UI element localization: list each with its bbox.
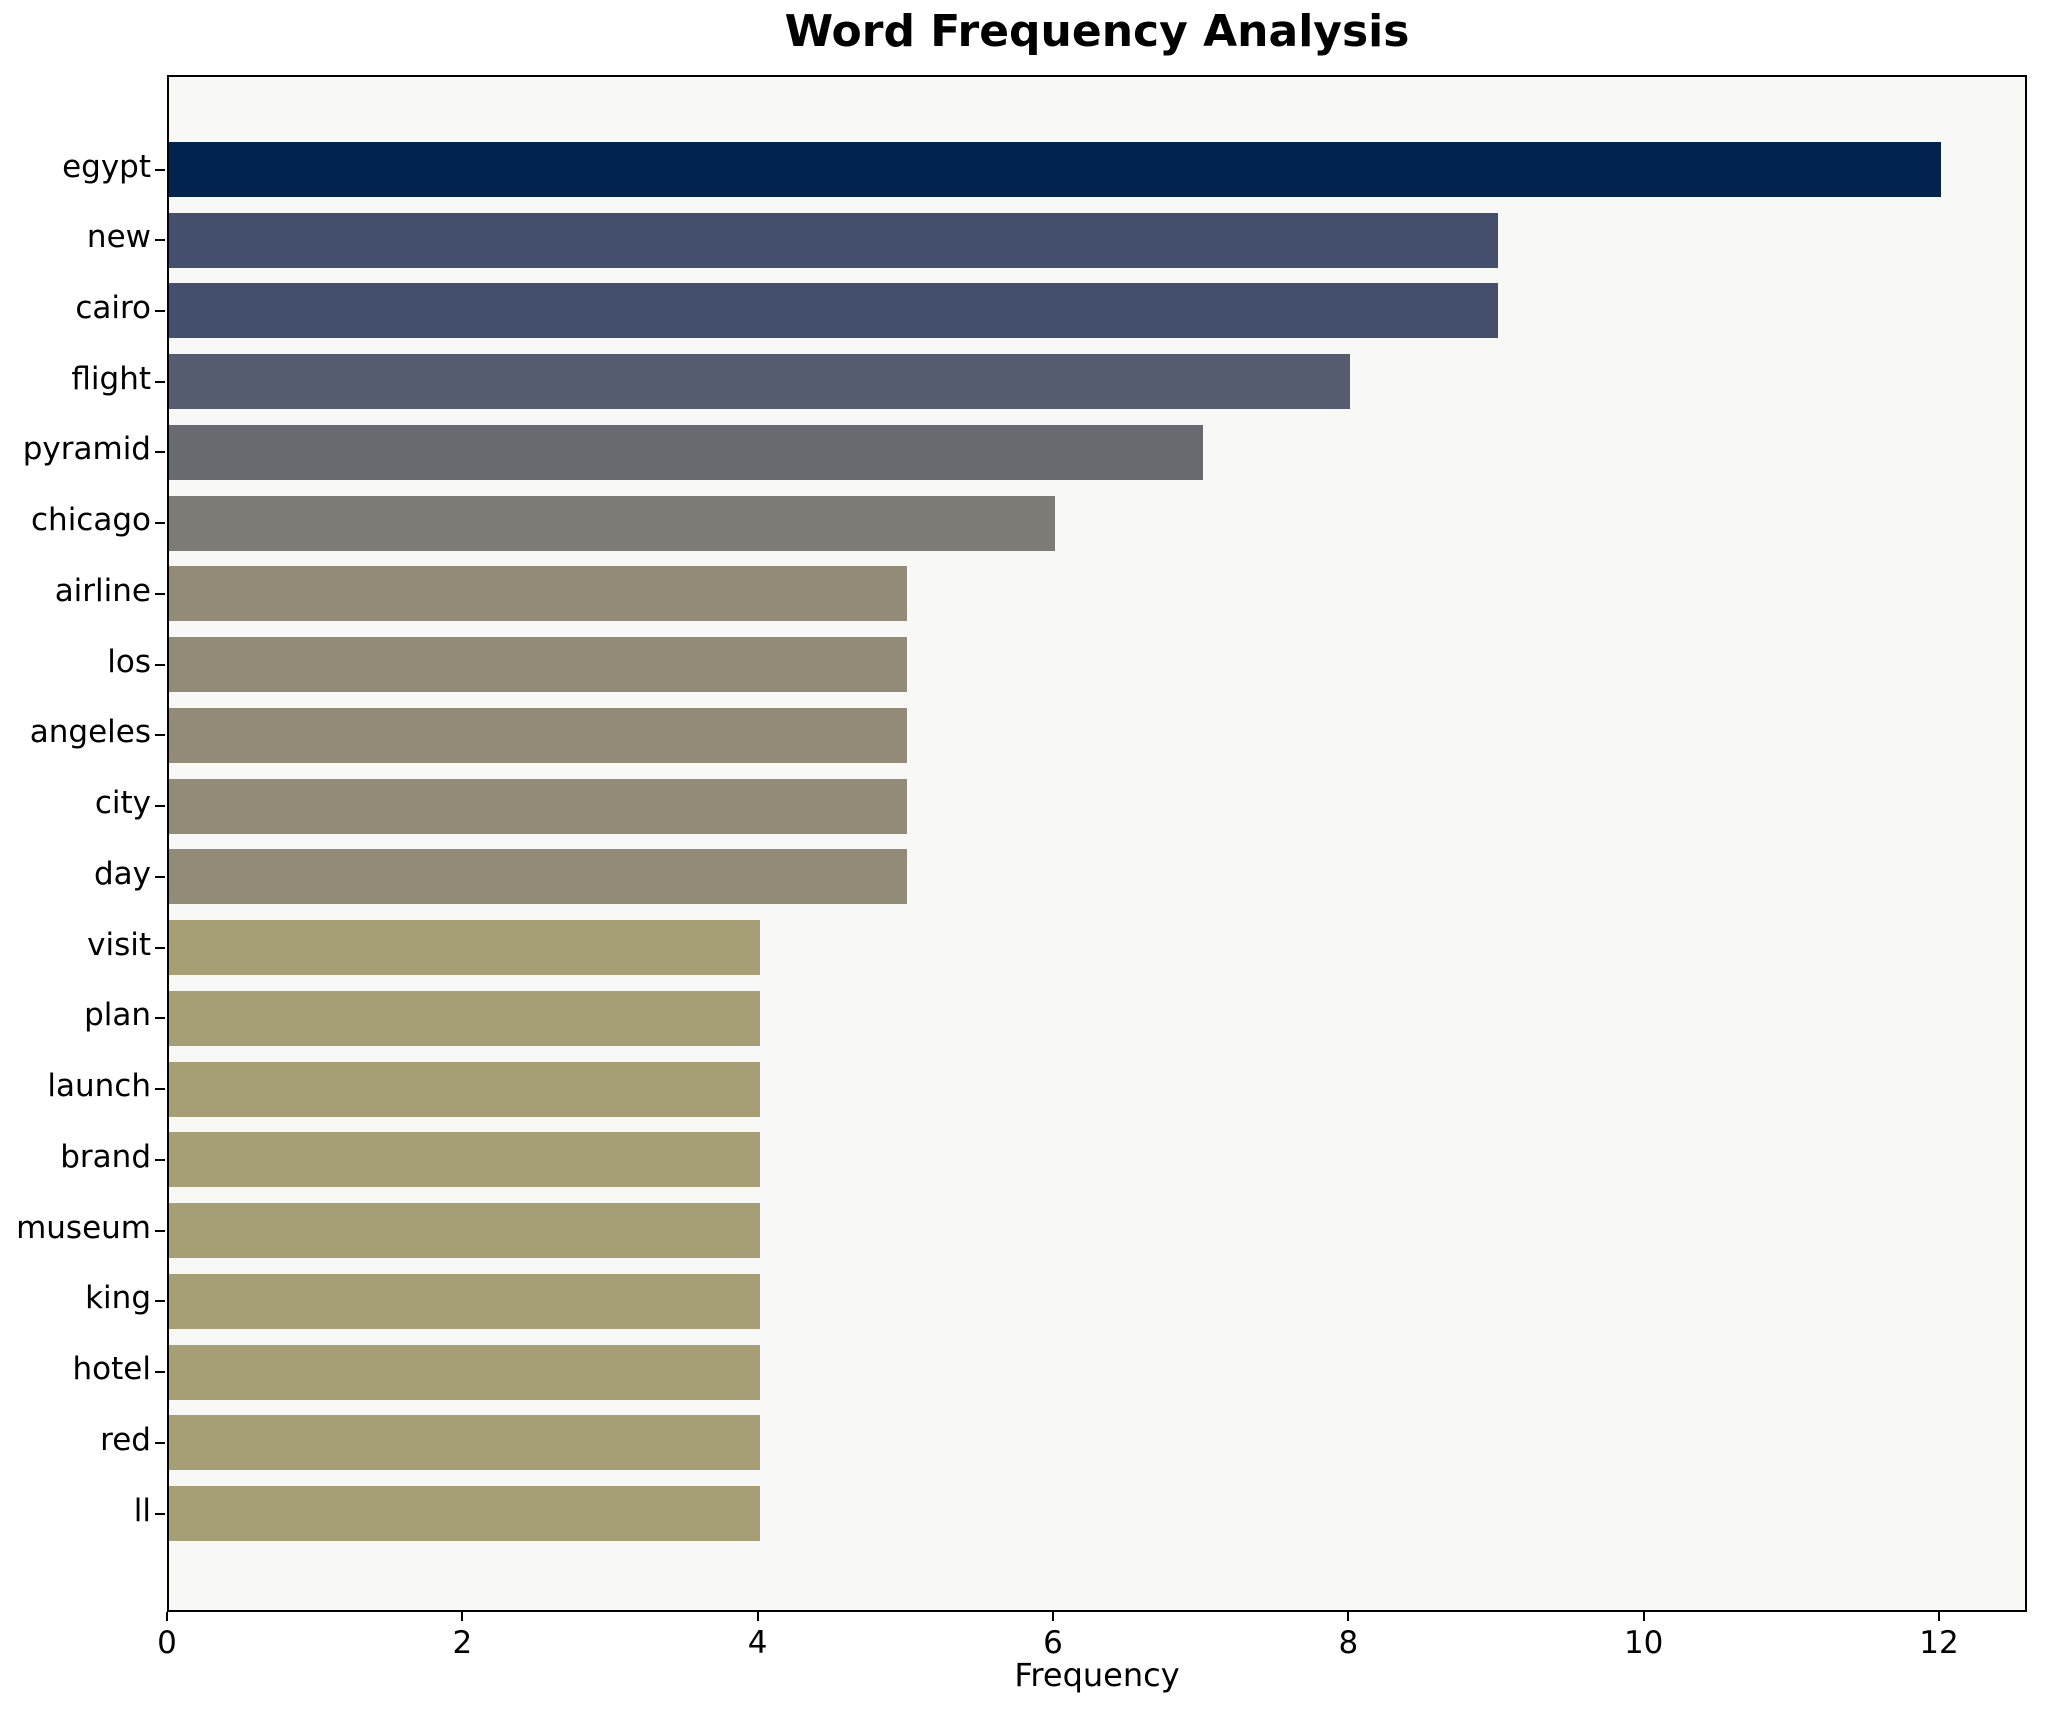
y-tick-label: plan <box>84 997 151 1034</box>
y-tick-mark <box>155 592 165 595</box>
x-tick-mark <box>1938 1612 1941 1621</box>
y-tick-label: cairo <box>75 289 151 326</box>
y-tick-mark <box>155 1088 165 1091</box>
bar-los <box>169 637 907 693</box>
y-tick-mark <box>155 168 165 171</box>
plot-area <box>167 75 2027 1612</box>
y-tick-mark <box>155 1512 165 1515</box>
bar-flight <box>169 354 1350 410</box>
y-tick-mark <box>155 663 165 666</box>
y-tick-label: red <box>100 1421 151 1458</box>
y-tick-mark <box>155 734 165 737</box>
bar-chicago <box>169 495 1055 551</box>
x-tick-mark <box>461 1612 464 1621</box>
bar-egypt <box>169 142 1941 197</box>
y-tick-label: airline <box>54 572 151 609</box>
y-tick-label: flight <box>71 360 151 397</box>
y-tick-label: brand <box>60 1138 151 1175</box>
y-tick-mark <box>155 1371 165 1374</box>
y-tick-mark <box>155 309 165 312</box>
bar-cairo <box>169 283 1498 339</box>
x-axis-title: Frequency <box>1014 1656 1180 1694</box>
x-tick-label: 12 <box>1919 1625 1959 1661</box>
x-tick-mark <box>1052 1612 1055 1621</box>
bar-city <box>169 778 907 834</box>
x-tick-label: 6 <box>1043 1625 1063 1661</box>
x-tick-mark <box>1642 1612 1645 1621</box>
y-tick-mark <box>155 805 165 808</box>
bar-pyramid <box>169 424 1203 480</box>
bar-brand <box>169 1132 760 1188</box>
y-tick-mark <box>155 875 165 878</box>
y-tick-label: hotel <box>72 1351 151 1388</box>
y-tick-label: angeles <box>29 714 151 751</box>
x-tick-label: 0 <box>157 1625 177 1661</box>
x-tick-mark <box>1347 1612 1350 1621</box>
y-tick-mark <box>155 380 165 383</box>
y-tick-label: chicago <box>31 502 151 539</box>
y-tick-mark <box>155 1441 165 1444</box>
bar-new <box>169 212 1498 268</box>
y-tick-mark <box>155 239 165 242</box>
bar-day <box>169 849 907 905</box>
bar-ll <box>169 1486 760 1542</box>
y-tick-mark <box>155 946 165 949</box>
x-tick-label: 8 <box>1338 1625 1359 1661</box>
y-tick-label: pyramid <box>22 431 151 468</box>
y-tick-label: king <box>85 1280 151 1317</box>
bar-plan <box>169 990 760 1046</box>
y-tick-mark <box>155 1300 165 1303</box>
bar-launch <box>169 1061 760 1117</box>
chart-title: Word Frequency Analysis <box>784 6 1410 57</box>
bar-airline <box>169 566 907 622</box>
x-tick-label: 10 <box>1623 1625 1664 1661</box>
x-tick-label: 2 <box>452 1625 473 1661</box>
bar-angeles <box>169 707 907 763</box>
bar-visit <box>169 920 760 976</box>
y-tick-label: launch <box>47 1068 151 1105</box>
y-tick-label: museum <box>16 1209 151 1246</box>
y-tick-label: visit <box>87 926 151 963</box>
y-tick-label: los <box>107 643 151 680</box>
x-tick-mark <box>756 1612 759 1621</box>
y-tick-label: new <box>86 219 151 256</box>
y-tick-label: city <box>94 785 151 822</box>
y-tick-label: day <box>93 855 151 892</box>
x-tick-label: 4 <box>747 1625 768 1661</box>
y-tick-label: egypt <box>62 148 151 185</box>
y-tick-mark <box>155 1158 165 1161</box>
bar-museum <box>169 1203 760 1259</box>
x-tick-mark <box>166 1612 168 1621</box>
y-tick-label: ll <box>133 1492 151 1529</box>
bar-red <box>169 1415 760 1471</box>
bar-king <box>169 1273 760 1329</box>
y-tick-mark <box>155 451 165 454</box>
bar-hotel <box>169 1344 760 1400</box>
y-tick-mark <box>155 1017 165 1020</box>
y-tick-mark <box>155 1229 165 1232</box>
y-tick-mark <box>155 522 165 525</box>
